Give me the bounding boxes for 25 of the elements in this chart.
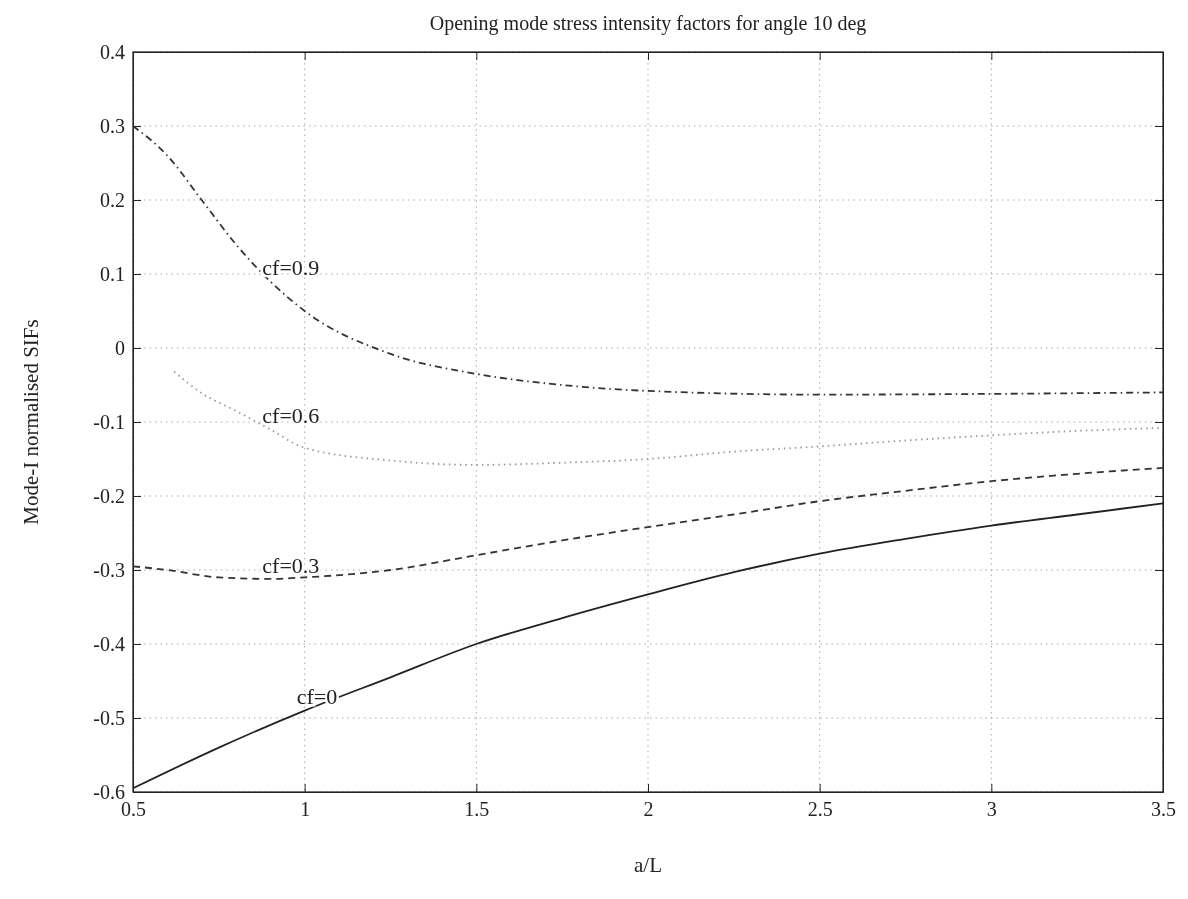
x-tick-label: 3.5 [1151,798,1176,821]
x-axis-title: a/L [634,853,662,877]
y-tick-label: -0.3 [93,558,125,581]
y-tick-label: 0.3 [100,114,125,137]
series-label: cf=0.9 [262,255,320,281]
y-tick-label: 0 [115,336,125,359]
y-tick-label: 0.4 [100,40,125,63]
series-label: cf=0 [296,684,338,710]
series-label: cf=0.6 [262,403,320,429]
y-tick-label: 0.1 [100,262,125,285]
x-tick-label: 3 [986,798,997,821]
x-tick-label: 1.5 [464,798,490,821]
x-tick-label: 2.5 [807,798,833,821]
y-tick-label: -0.5 [93,706,125,729]
line-series [132,466,1164,580]
chart-title: Opening mode stress intensity factors for angle 10 deg [429,12,867,35]
x-tick-label: 1 [300,798,311,821]
series-label: cf=0.3 [262,552,320,578]
y-tick-label: -0.1 [93,410,125,433]
y-tick-label: 0.2 [100,188,125,211]
y-axis-title: Mode-I normalised SIFs [19,319,43,525]
y-tick-label: -0.2 [93,484,125,507]
y-tick-label: -0.4 [93,632,125,655]
line-series [132,125,1164,396]
x-tick-label: 2 [643,798,654,821]
